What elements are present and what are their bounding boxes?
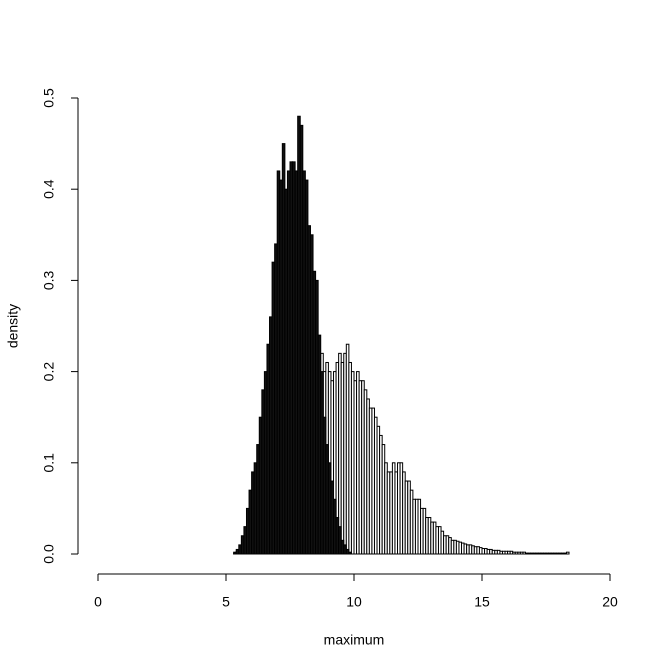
x-tick-label: 10 bbox=[346, 594, 362, 610]
x-tick-label: 0 bbox=[94, 594, 102, 610]
y-tick-label: 0.5 bbox=[41, 88, 57, 108]
x-tick-label: 5 bbox=[222, 594, 230, 610]
y-tick-label: 0.2 bbox=[41, 362, 57, 382]
histogram-bar bbox=[565, 551, 570, 555]
histogram-bar bbox=[348, 551, 352, 555]
y-tick-label: 0.0 bbox=[41, 544, 57, 564]
y-axis-label: density bbox=[5, 304, 21, 348]
x-axis-label: maximum bbox=[324, 632, 385, 648]
y-tick-label: 0.4 bbox=[41, 179, 57, 199]
x-tick-label: 20 bbox=[602, 594, 618, 610]
y-tick-label: 0.3 bbox=[41, 270, 57, 290]
y-tick-label: 0.1 bbox=[41, 453, 57, 473]
x-tick-label: 15 bbox=[474, 594, 490, 610]
